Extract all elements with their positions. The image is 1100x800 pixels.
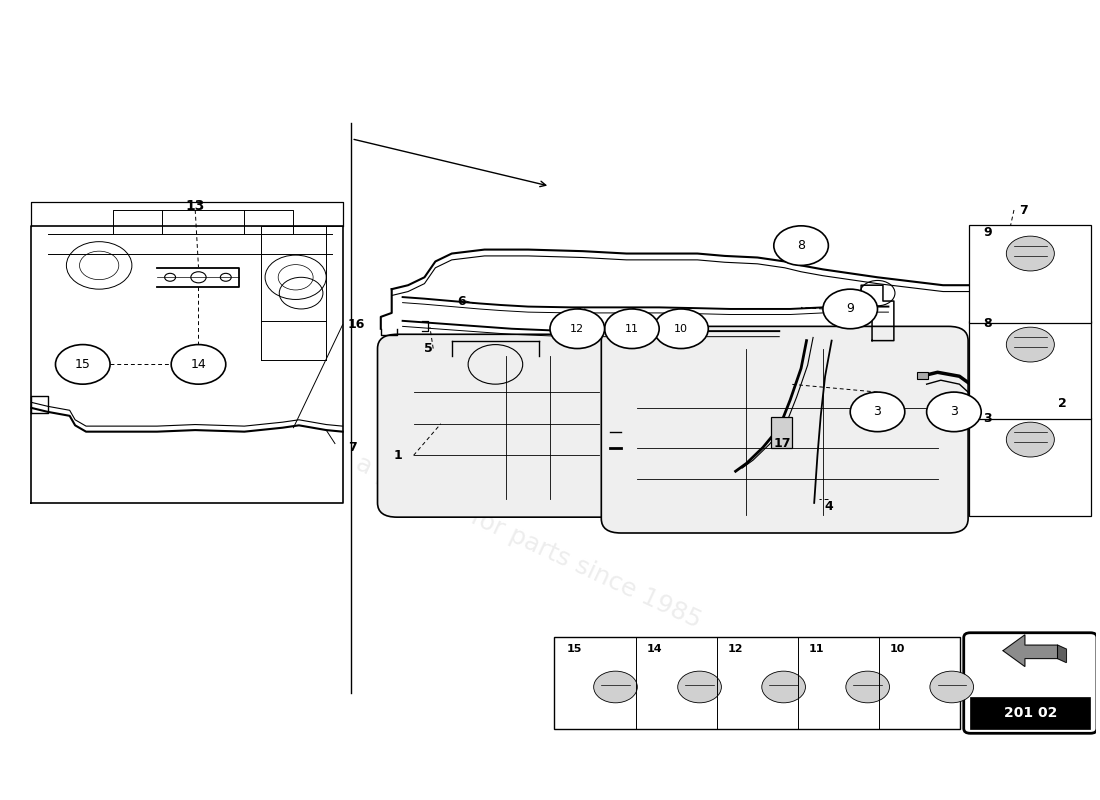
FancyBboxPatch shape [964, 633, 1097, 734]
Circle shape [172, 345, 225, 384]
FancyBboxPatch shape [916, 371, 927, 379]
Text: 11: 11 [625, 324, 639, 334]
Text: 7: 7 [1020, 203, 1028, 217]
FancyBboxPatch shape [978, 394, 997, 405]
Text: a passion for parts since 1985: a passion for parts since 1985 [352, 452, 705, 634]
Text: 17: 17 [773, 437, 791, 450]
Text: 5: 5 [425, 342, 433, 355]
Text: 3: 3 [950, 406, 958, 418]
Circle shape [594, 671, 637, 703]
Text: 9: 9 [983, 226, 992, 238]
Circle shape [846, 671, 890, 703]
Text: 7: 7 [348, 441, 356, 454]
Text: 10: 10 [890, 644, 905, 654]
Polygon shape [1057, 645, 1066, 662]
Circle shape [605, 309, 659, 349]
Text: 8: 8 [983, 317, 992, 330]
FancyBboxPatch shape [602, 326, 968, 533]
Text: 15: 15 [566, 644, 582, 654]
Text: 14: 14 [647, 644, 663, 654]
Text: 3: 3 [873, 406, 881, 418]
Text: 15: 15 [75, 358, 90, 371]
Text: 14: 14 [190, 358, 207, 371]
Polygon shape [1003, 635, 1057, 666]
Text: 9: 9 [846, 302, 854, 315]
Text: 10: 10 [674, 324, 688, 334]
Text: euroParts: euroParts [376, 316, 767, 547]
Circle shape [762, 671, 805, 703]
Circle shape [1006, 236, 1054, 271]
Circle shape [930, 671, 974, 703]
FancyBboxPatch shape [770, 417, 792, 448]
Text: 4: 4 [824, 500, 833, 514]
Circle shape [926, 392, 981, 432]
FancyBboxPatch shape [377, 334, 629, 517]
Text: 8: 8 [798, 239, 805, 252]
Circle shape [1006, 422, 1054, 457]
Text: 3: 3 [983, 412, 992, 425]
FancyBboxPatch shape [969, 322, 1091, 419]
Circle shape [1006, 327, 1054, 362]
Circle shape [678, 671, 722, 703]
Circle shape [550, 309, 605, 349]
Text: 6: 6 [458, 294, 465, 307]
Text: 1: 1 [394, 449, 403, 462]
Text: 12: 12 [728, 644, 744, 654]
Circle shape [773, 226, 828, 266]
Text: 201 02: 201 02 [1003, 706, 1057, 720]
Circle shape [653, 309, 708, 349]
Circle shape [850, 392, 905, 432]
Text: 2: 2 [1057, 398, 1066, 410]
Text: 13: 13 [186, 199, 205, 213]
Circle shape [55, 345, 110, 384]
FancyBboxPatch shape [969, 418, 1091, 515]
Text: 16: 16 [348, 318, 365, 331]
Circle shape [823, 289, 878, 329]
FancyBboxPatch shape [970, 697, 1090, 729]
FancyBboxPatch shape [969, 225, 1091, 323]
Text: 12: 12 [570, 324, 584, 334]
Text: 11: 11 [808, 644, 824, 654]
FancyBboxPatch shape [554, 637, 960, 730]
